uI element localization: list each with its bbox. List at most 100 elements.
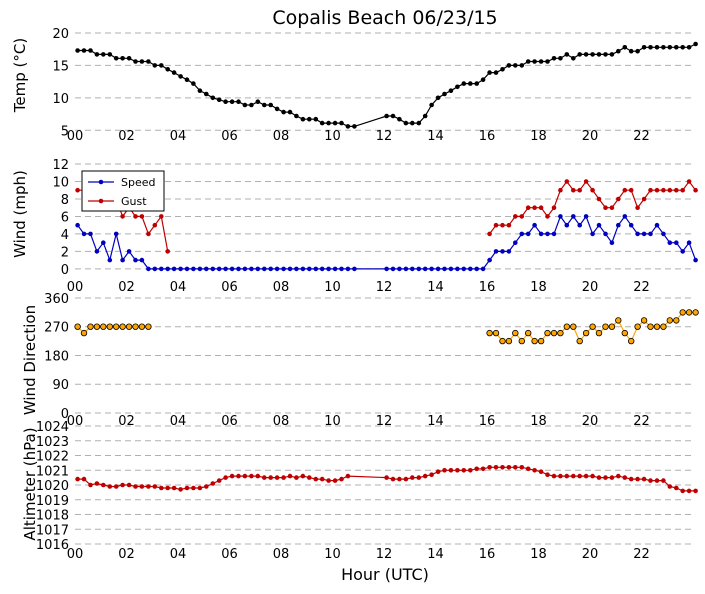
data-point <box>532 468 537 473</box>
data-point <box>519 63 525 68</box>
data-point <box>94 249 100 254</box>
data-point <box>307 116 312 122</box>
data-point <box>667 240 673 245</box>
data-point <box>577 473 582 479</box>
data-point <box>680 249 685 254</box>
data-point <box>577 187 582 193</box>
data-point <box>545 214 550 219</box>
data-point <box>326 266 331 272</box>
data-point <box>661 231 666 237</box>
data-point <box>506 222 512 228</box>
data-point <box>184 77 190 82</box>
data-point <box>603 52 608 57</box>
data-point <box>191 485 196 491</box>
data-point <box>667 484 673 489</box>
data-point <box>416 475 422 480</box>
data-point <box>616 48 621 54</box>
data-point <box>674 485 679 491</box>
data-point <box>107 52 113 57</box>
data-point <box>519 465 525 470</box>
data-point <box>159 63 164 68</box>
data-point <box>577 52 582 57</box>
data-point <box>119 323 126 330</box>
y-tick-label: 1024 <box>36 420 69 435</box>
x-tick-label: 16 <box>479 280 496 295</box>
data-point <box>455 266 460 272</box>
data-point <box>480 77 486 82</box>
data-point <box>216 478 222 483</box>
data-point <box>126 482 132 488</box>
data-point <box>236 266 241 272</box>
data-point <box>532 205 537 210</box>
data-point <box>674 45 679 50</box>
data-point <box>513 214 518 219</box>
data-point <box>448 468 454 473</box>
data-point <box>666 317 673 324</box>
x-tick-label: 10 <box>324 547 341 562</box>
data-point <box>307 266 312 272</box>
data-point <box>268 475 274 480</box>
data-point <box>319 476 325 482</box>
data-point <box>558 187 563 193</box>
data-point <box>603 231 608 237</box>
data-point <box>686 488 692 494</box>
data-point <box>197 88 203 93</box>
y-axis-label: Wind Direction <box>21 305 39 415</box>
data-point <box>474 266 480 272</box>
data-point <box>242 102 248 108</box>
data-point <box>125 323 133 330</box>
data-point <box>603 205 608 210</box>
data-point <box>487 465 492 470</box>
data-point <box>139 257 145 263</box>
data-point <box>171 485 177 491</box>
data-point <box>538 205 544 210</box>
data-point <box>622 187 628 193</box>
data-point <box>468 468 473 473</box>
data-point <box>558 214 563 219</box>
data-point <box>101 52 106 57</box>
data-point <box>184 266 190 272</box>
data-point <box>133 484 138 489</box>
data-point <box>674 187 679 193</box>
data-point <box>506 249 512 254</box>
data-point <box>332 266 338 272</box>
x-tick-label: 12 <box>376 547 393 562</box>
data-point <box>294 475 299 480</box>
data-point <box>345 124 351 129</box>
data-point <box>513 465 518 470</box>
data-point <box>680 187 685 193</box>
data-point <box>641 476 647 482</box>
data-point <box>640 317 648 324</box>
data-point <box>313 266 319 272</box>
data-point <box>442 266 447 272</box>
data-point <box>654 45 660 50</box>
y-tick-label: 5 <box>61 124 69 139</box>
data-point <box>81 48 87 53</box>
x-axis-label: Hour (UTC) <box>341 565 429 584</box>
data-point <box>223 266 228 272</box>
y-tick-label: 1022 <box>36 450 69 465</box>
data-point <box>132 323 139 330</box>
legend-label: Gust <box>121 195 147 208</box>
data-point <box>693 41 698 47</box>
data-point <box>390 476 396 482</box>
y-tick-label: 12 <box>52 158 69 173</box>
data-point <box>551 56 557 61</box>
data-point <box>538 469 544 475</box>
data-point <box>622 45 628 50</box>
x-tick-label: 22 <box>633 280 650 295</box>
data-point <box>583 473 589 479</box>
y-tick-label: 0 <box>61 407 69 422</box>
data-point <box>589 323 596 330</box>
data-point <box>171 266 177 272</box>
data-point <box>236 473 241 479</box>
data-point <box>236 99 241 104</box>
data-point <box>403 476 409 482</box>
data-point <box>590 52 595 57</box>
data-point <box>165 485 170 491</box>
data-point <box>577 222 582 228</box>
data-point <box>339 120 344 126</box>
data-point <box>204 91 209 97</box>
y-tick-label: 10 <box>52 175 69 190</box>
